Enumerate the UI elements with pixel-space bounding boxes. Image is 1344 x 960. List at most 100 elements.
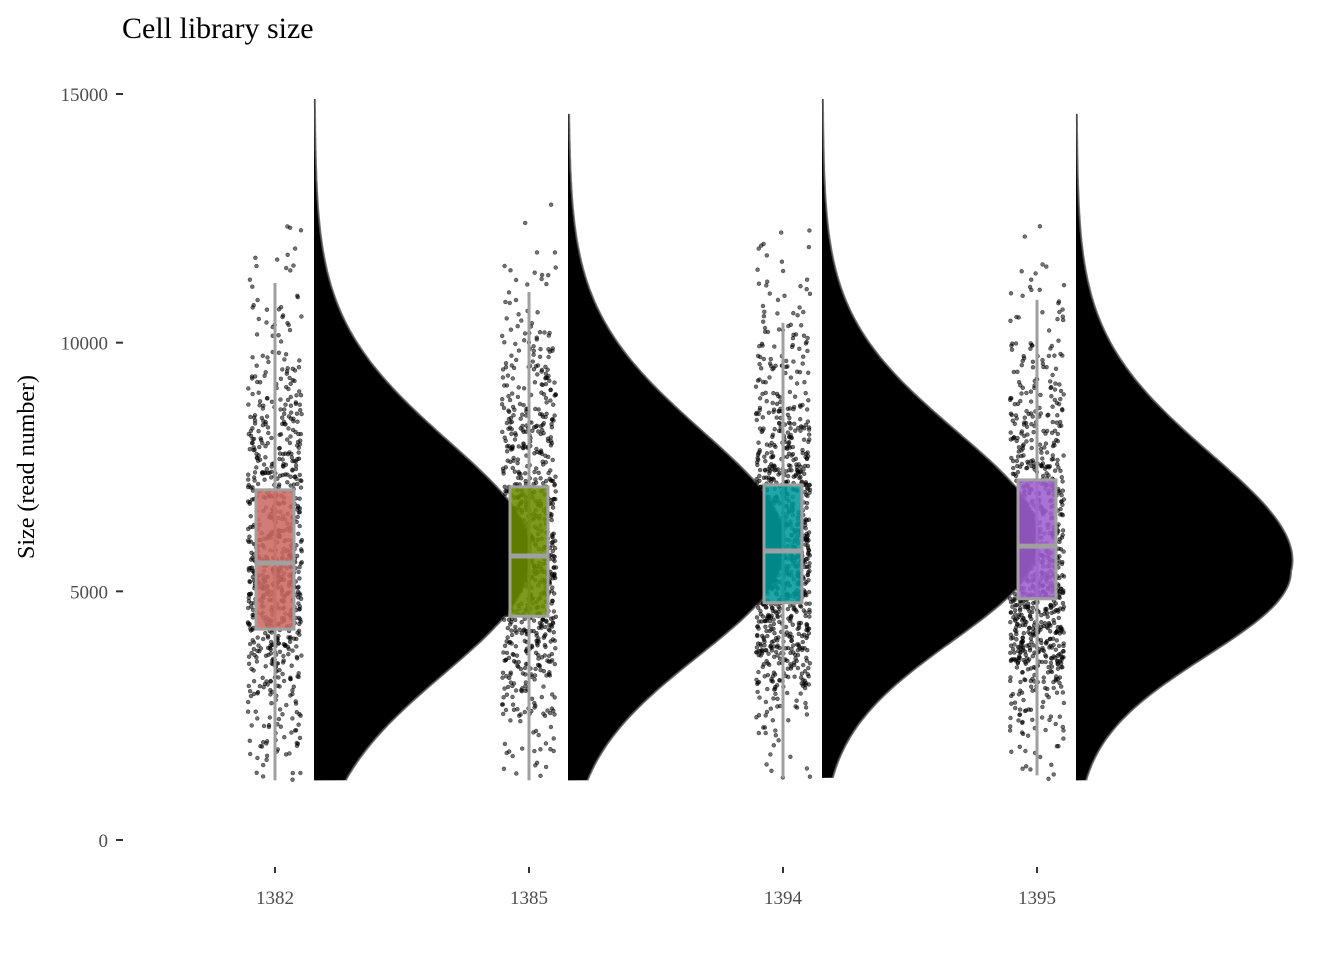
data-point xyxy=(769,462,774,467)
data-point xyxy=(277,707,283,712)
data-point xyxy=(500,595,505,600)
data-point xyxy=(257,444,262,450)
data-point xyxy=(1053,437,1059,443)
data-point xyxy=(518,416,523,421)
data-point xyxy=(506,408,511,413)
data-point xyxy=(267,645,273,651)
data-point xyxy=(777,656,783,661)
data-point xyxy=(1018,642,1024,648)
data-point xyxy=(246,605,251,611)
data-point xyxy=(804,634,810,639)
data-point xyxy=(298,617,303,622)
data-point xyxy=(278,376,284,381)
data-point xyxy=(259,470,265,475)
data-point xyxy=(250,524,255,530)
data-point xyxy=(251,646,257,652)
data-point xyxy=(255,648,260,653)
data-point xyxy=(804,277,810,282)
data-point xyxy=(803,391,808,396)
data-point xyxy=(265,355,270,360)
data-point xyxy=(291,263,296,268)
data-point xyxy=(508,622,513,627)
data-point xyxy=(285,252,290,258)
data-point xyxy=(252,470,258,475)
data-point xyxy=(543,453,548,458)
data-point xyxy=(1049,430,1055,435)
data-point xyxy=(776,635,781,640)
data-point xyxy=(764,442,770,447)
data-point xyxy=(548,202,554,207)
data-point xyxy=(509,419,514,425)
data-point xyxy=(1009,701,1014,706)
data-point xyxy=(806,432,812,437)
data-point xyxy=(756,669,761,675)
data-point xyxy=(1056,609,1061,614)
data-point xyxy=(1058,627,1064,632)
data-point xyxy=(761,635,766,640)
data-point xyxy=(548,438,554,444)
data-point xyxy=(299,411,304,417)
data-point xyxy=(502,383,507,388)
data-point xyxy=(1041,675,1047,680)
data-point xyxy=(771,743,776,748)
data-point xyxy=(798,284,803,289)
data-point xyxy=(251,415,257,420)
data-point xyxy=(507,675,512,681)
data-point xyxy=(756,730,761,736)
data-point xyxy=(261,462,267,467)
data-point xyxy=(246,526,251,532)
data-point xyxy=(1059,512,1065,517)
data-point xyxy=(807,291,813,296)
data-point xyxy=(776,472,781,477)
data-point xyxy=(763,390,768,395)
data-point xyxy=(263,419,268,425)
data-point xyxy=(545,375,550,380)
data-point xyxy=(290,770,295,776)
data-point xyxy=(805,450,810,455)
x-tick-label: 1394 xyxy=(764,888,803,909)
data-point xyxy=(1061,283,1067,288)
data-point xyxy=(251,303,256,308)
data-point xyxy=(509,641,514,646)
data-point xyxy=(537,330,543,335)
data-point xyxy=(801,467,806,472)
data-point xyxy=(1030,653,1036,659)
data-point xyxy=(1048,602,1053,608)
data-point xyxy=(506,394,511,399)
data-point xyxy=(754,575,759,581)
data-point xyxy=(508,672,513,677)
data-point xyxy=(1044,365,1049,370)
data-point xyxy=(1017,744,1022,749)
data-point xyxy=(247,277,253,282)
data-point xyxy=(797,305,802,310)
data-point xyxy=(806,665,811,671)
data-point xyxy=(798,691,803,696)
data-point xyxy=(1014,458,1020,464)
data-point xyxy=(1047,636,1053,642)
data-point xyxy=(285,366,290,371)
data-point xyxy=(545,708,550,713)
data-point xyxy=(1054,630,1059,635)
data-point xyxy=(754,645,760,650)
data-point xyxy=(264,396,270,401)
data-point xyxy=(766,410,772,415)
data-point xyxy=(261,723,267,729)
data-point xyxy=(1043,441,1049,446)
data-point xyxy=(764,451,770,456)
data-point xyxy=(285,437,290,442)
data-point xyxy=(551,553,556,559)
data-point xyxy=(296,450,301,455)
data-point xyxy=(756,619,762,624)
data-point xyxy=(1028,666,1034,671)
data-point xyxy=(1014,602,1019,608)
data-point xyxy=(536,732,541,738)
data-point xyxy=(797,403,803,408)
data-point xyxy=(520,412,525,417)
data-point xyxy=(550,505,556,510)
data-point xyxy=(264,753,270,758)
data-point xyxy=(513,277,519,283)
data-point xyxy=(761,314,767,319)
data-point xyxy=(805,626,811,632)
data-point xyxy=(766,475,771,480)
data-point xyxy=(285,397,291,403)
